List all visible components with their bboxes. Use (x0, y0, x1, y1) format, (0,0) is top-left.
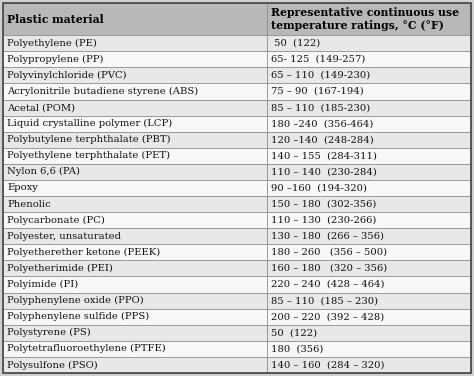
Bar (3, 180, 267, 196)
Bar (3, 100, 267, 115)
Bar (267, 341, 471, 357)
Bar (267, 164, 471, 180)
Bar (267, 100, 471, 115)
Text: 200 – 220  (392 – 428): 200 – 220 (392 – 428) (272, 312, 385, 321)
Text: 220 – 240  (428 – 464): 220 – 240 (428 – 464) (272, 280, 385, 289)
Text: 50  (122): 50 (122) (272, 39, 321, 48)
Text: Polypropylene (PP): Polypropylene (PP) (7, 55, 103, 64)
Text: Polytetrafluoroethylene (PTFE): Polytetrafluoroethylene (PTFE) (7, 344, 166, 353)
Bar (267, 132, 471, 148)
Text: 160 – 180   (320 – 356): 160 – 180 (320 – 356) (272, 264, 388, 273)
Bar (3, 83, 267, 100)
Text: Epoxy: Epoxy (7, 183, 38, 193)
Bar (267, 35, 471, 51)
Text: Polyphenylene sulfide (PPS): Polyphenylene sulfide (PPS) (7, 312, 149, 321)
Bar (267, 51, 471, 67)
Bar (267, 325, 471, 341)
Bar (267, 196, 471, 212)
Text: 65 – 110  (149-230): 65 – 110 (149-230) (272, 71, 371, 80)
Bar (267, 180, 471, 196)
Text: Polyphenylene oxide (PPO): Polyphenylene oxide (PPO) (7, 296, 144, 305)
Text: Polyvinylchloride (PVC): Polyvinylchloride (PVC) (7, 71, 127, 80)
Text: Polycarbonate (PC): Polycarbonate (PC) (7, 215, 105, 225)
Text: 85 – 110  (185 – 230): 85 – 110 (185 – 230) (272, 296, 379, 305)
Text: Polyethylene terphthalate (PET): Polyethylene terphthalate (PET) (7, 151, 170, 161)
Bar (3, 196, 267, 212)
Bar (3, 261, 267, 276)
Bar (267, 115, 471, 132)
Text: 85 – 110  (185-230): 85 – 110 (185-230) (272, 103, 371, 112)
Text: Polyetherimide (PEI): Polyetherimide (PEI) (7, 264, 113, 273)
Bar (3, 228, 267, 244)
Bar (3, 276, 267, 293)
Bar (267, 3, 471, 35)
Text: 180 – 260   (356 – 500): 180 – 260 (356 – 500) (272, 248, 388, 257)
Text: Polystyrene (PS): Polystyrene (PS) (7, 328, 91, 337)
Bar (267, 83, 471, 100)
Bar (3, 51, 267, 67)
Text: Polyimide (PI): Polyimide (PI) (7, 280, 78, 289)
Text: Representative continuous use
temperature ratings, °C (°F): Representative continuous use temperatur… (272, 7, 460, 32)
Bar (267, 261, 471, 276)
Text: 50  (122): 50 (122) (272, 328, 318, 337)
Text: Polyester, unsaturated: Polyester, unsaturated (7, 232, 121, 241)
Text: Phenolic: Phenolic (7, 200, 51, 209)
Text: Polysulfone (PSO): Polysulfone (PSO) (7, 360, 98, 370)
Text: 130 – 180  (266 – 356): 130 – 180 (266 – 356) (272, 232, 384, 241)
Text: 180  (356): 180 (356) (272, 344, 324, 353)
Bar (3, 325, 267, 341)
Bar (3, 164, 267, 180)
Text: Acrylonitrile butadiene styrene (ABS): Acrylonitrile butadiene styrene (ABS) (7, 87, 198, 96)
Text: 150 – 180  (302-356): 150 – 180 (302-356) (272, 200, 377, 209)
Bar (267, 309, 471, 325)
Bar (3, 357, 267, 373)
Bar (3, 244, 267, 261)
Bar (267, 67, 471, 83)
Text: 140 – 160  (284 – 320): 140 – 160 (284 – 320) (272, 361, 385, 370)
Bar (3, 293, 267, 309)
Text: 110 – 140  (230-284): 110 – 140 (230-284) (272, 167, 377, 176)
Text: 110 – 130  (230-266): 110 – 130 (230-266) (272, 216, 377, 225)
Bar (3, 309, 267, 325)
Bar (3, 212, 267, 228)
Text: 180 –240  (356-464): 180 –240 (356-464) (272, 119, 374, 128)
Bar (267, 293, 471, 309)
Text: Plastic material: Plastic material (7, 14, 104, 24)
Text: 75 – 90  (167-194): 75 – 90 (167-194) (272, 87, 364, 96)
Bar (267, 228, 471, 244)
Text: 140 – 155  (284-311): 140 – 155 (284-311) (272, 151, 377, 160)
Bar (3, 148, 267, 164)
Text: Nylon 6,6 (PA): Nylon 6,6 (PA) (7, 167, 80, 176)
Bar (267, 357, 471, 373)
Text: Acetal (POM): Acetal (POM) (7, 103, 75, 112)
Text: Polyetherether ketone (PEEK): Polyetherether ketone (PEEK) (7, 248, 160, 257)
Text: Liquid crystalline polymer (LCP): Liquid crystalline polymer (LCP) (7, 119, 172, 128)
Bar (3, 132, 267, 148)
Text: 65- 125  (149-257): 65- 125 (149-257) (272, 55, 366, 64)
Bar (3, 115, 267, 132)
Text: 120 –140  (248-284): 120 –140 (248-284) (272, 135, 374, 144)
Bar (3, 67, 267, 83)
Bar (3, 35, 267, 51)
Text: 90 –160  (194-320): 90 –160 (194-320) (272, 183, 367, 193)
Bar (267, 244, 471, 261)
Bar (267, 148, 471, 164)
Bar (3, 3, 267, 35)
Text: Polyethylene (PE): Polyethylene (PE) (7, 39, 97, 48)
Bar (3, 341, 267, 357)
Bar (267, 212, 471, 228)
Bar (267, 276, 471, 293)
Text: Polybutylene terphthalate (PBT): Polybutylene terphthalate (PBT) (7, 135, 171, 144)
